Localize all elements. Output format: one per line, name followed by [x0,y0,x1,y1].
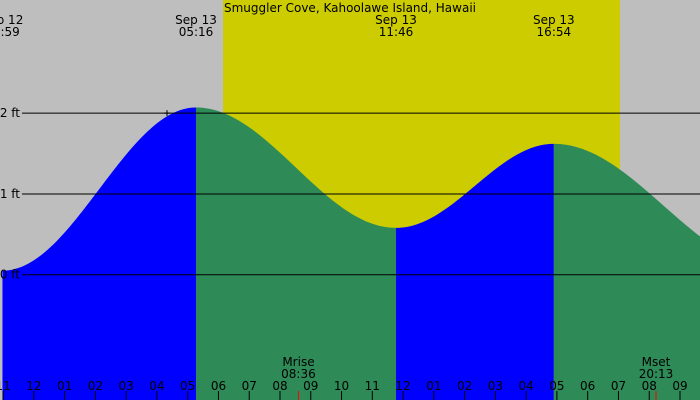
extreme-date-label: Sep 13 [175,13,217,27]
rising-tide-area [396,143,554,400]
height-gridlines [22,110,700,276]
x-tick-label: 01 [57,379,72,393]
x-tick-label: 08 [272,379,287,393]
moon-event-time: 08:36 [281,367,316,381]
x-tick-label: 05 [180,379,195,393]
chart-title: Smuggler Cove, Kahoolawe Island, Hawaii [224,1,476,15]
moon-event-label: Mrise [282,355,314,369]
y-axis-labels: 0 ft 1 ft 2 ft [0,106,20,282]
extreme-time-label: 16:54 [537,25,572,39]
extreme-date-label: Sep 12 [0,13,23,27]
y-tick-label: 1 ft [0,187,20,201]
extreme-time-label: 22:59 [0,25,20,39]
x-tick-label: 08 [642,379,657,393]
x-tick-label: 12 [26,379,41,393]
x-tick-label: 11 [365,379,380,393]
extreme-time-label: 11:46 [379,25,414,39]
x-tick-label: 09 [303,379,318,393]
x-tick-label: 07 [611,379,626,393]
y-tick-label: 2 ft [0,106,20,120]
x-tick-label: 02 [457,379,472,393]
x-tick-label: 04 [519,379,534,393]
x-tick-label: 01 [426,379,441,393]
moon-event-time: 20:13 [639,367,674,381]
x-tick-label: 02 [88,379,103,393]
falling-tide-area [196,107,396,400]
extreme-date-label: Sep 13 [375,13,417,27]
x-tick-label: 07 [242,379,257,393]
x-tick-label: 10 [334,379,349,393]
x-axis-ticks: 11 12 01 02 03 04 05 06 07 08 09 10 11 12 01 02 03 04 05 06… [0,379,688,400]
tide-areas [2,107,700,400]
y-tick-label: 0 ft [0,268,20,282]
x-tick-label: 09 [672,379,687,393]
x-tick-label: 12 [395,379,410,393]
x-tick-label: 05 [549,379,564,393]
x-tick-label: 03 [119,379,134,393]
x-tick-label: 11 [0,379,11,393]
extreme-time-label: 05:16 [179,25,214,39]
falling-tide-area [553,143,700,400]
rising-tide-area [2,107,196,400]
moon-event-label: Mset [642,355,671,369]
x-tick-label: 04 [149,379,164,393]
x-tick-label: 06 [580,379,595,393]
extreme-date-label: Sep 13 [533,13,575,27]
x-tick-label: 03 [488,379,503,393]
x-tick-label: 06 [211,379,226,393]
